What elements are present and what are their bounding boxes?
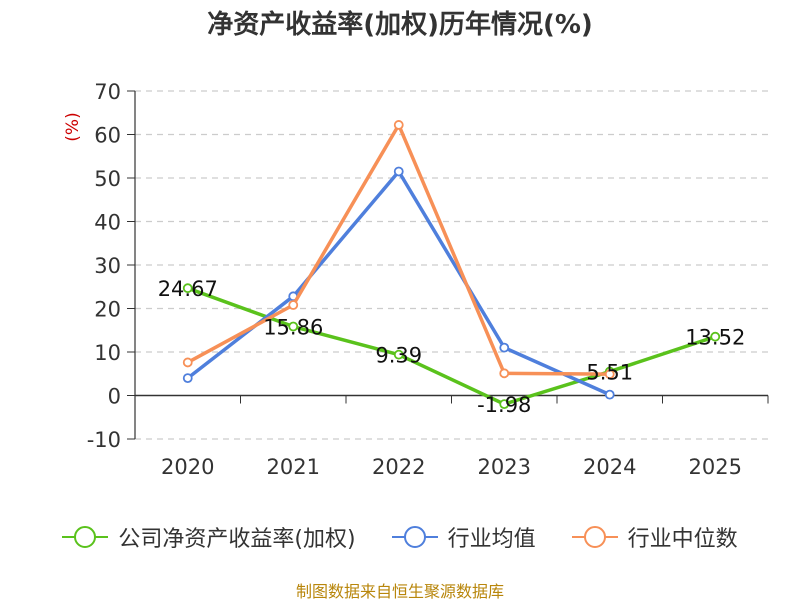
data-point <box>288 300 299 310</box>
x-tick-label: 2024 <box>583 455 636 479</box>
x-tick-label: 2020 <box>161 455 214 479</box>
data-point <box>499 342 510 353</box>
data-point <box>499 399 510 410</box>
y-tick-label: -10 <box>87 428 121 452</box>
data-point <box>288 321 299 332</box>
data-label: 9.39 <box>375 344 422 368</box>
y-tick-label: 70 <box>94 80 121 104</box>
x-tick-label: 2022 <box>372 455 425 479</box>
y-tick-label: 10 <box>94 341 121 365</box>
x-tick-label: 2023 <box>478 455 531 479</box>
x-tick-label: 2021 <box>267 455 320 479</box>
legend-item-company-roe[interactable]: 公司净资产收益率(加权) <box>62 521 356 553</box>
series-lines <box>182 120 721 410</box>
legend-item-industry-median[interactable]: 行业中位数 <box>571 521 738 553</box>
data-point <box>393 120 404 130</box>
data-point <box>604 389 615 400</box>
data-label: -1.98 <box>477 393 531 417</box>
y-tick-label: 40 <box>94 211 121 235</box>
axes: -10 0 10 20 30 40 50 60 70 2020 2021 2022 2023 2024 20… <box>63 80 769 479</box>
legend-swatch-icon <box>571 525 618 549</box>
data-point <box>393 166 404 177</box>
data-point <box>710 331 721 342</box>
series-line-1 <box>187 286 716 406</box>
legend-label: 行业均值 <box>447 527 536 552</box>
y-tick-label: 0 <box>108 385 121 409</box>
data-labels: 24.67 15.86 9.39 -1.98 5.51 13.52 <box>158 277 746 417</box>
y-tick-label: 20 <box>94 298 121 322</box>
data-label: 15.86 <box>263 316 323 340</box>
y-tick-label: 50 <box>94 167 121 191</box>
data-label: 5.51 <box>586 361 633 385</box>
x-tick-label: 2025 <box>689 455 742 479</box>
y-tick-label: 60 <box>94 124 121 148</box>
data-point <box>604 369 615 380</box>
legend-label: 行业中位数 <box>627 527 738 552</box>
data-point <box>182 357 193 368</box>
source-note: 制图数据来自恒生聚源数据库 <box>295 582 504 601</box>
y-axis-label: (%) <box>63 112 83 141</box>
data-point <box>182 373 193 384</box>
legend-item-industry-mean[interactable]: 行业均值 <box>391 521 536 553</box>
data-label: 24.67 <box>158 277 218 301</box>
legend-swatch-icon <box>62 525 109 549</box>
chart-title: 净资产收益率(加权)历年情况(%) <box>207 10 593 40</box>
y-tick-label: 30 <box>94 254 121 278</box>
data-point <box>499 368 510 379</box>
grid-lines <box>135 90 768 440</box>
series-line-3 <box>186 123 610 376</box>
legend-label: 公司净资产收益率(加权) <box>118 527 356 552</box>
data-point <box>182 283 193 294</box>
data-label: 13.52 <box>685 326 745 350</box>
data-point <box>393 349 404 360</box>
legend: 公司净资产收益率(加权) 行业均值 行业中位数 <box>0 520 800 554</box>
legend-swatch-icon <box>391 525 438 549</box>
